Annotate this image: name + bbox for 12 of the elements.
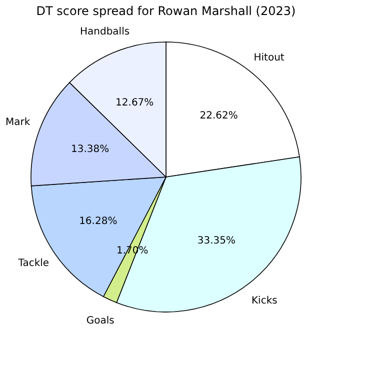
data-label: 16.28% — [79, 216, 118, 228]
data-label: 13.38% — [70, 144, 110, 155]
data-label: 22.62% — [200, 110, 238, 122]
slice-label: Hitout — [254, 52, 284, 64]
slice-label: Mark — [6, 117, 30, 128]
slice-label: Handballs — [80, 26, 130, 38]
slice-label: Kicks — [251, 296, 278, 307]
slice-label: Goals — [86, 316, 114, 327]
data-label: 33.35% — [197, 235, 236, 246]
slice-label: Tackle — [17, 258, 50, 270]
data-label: 12.67% — [116, 97, 154, 108]
chart-title: DT score spread for Rowan Marshall (2023) — [36, 4, 296, 18]
